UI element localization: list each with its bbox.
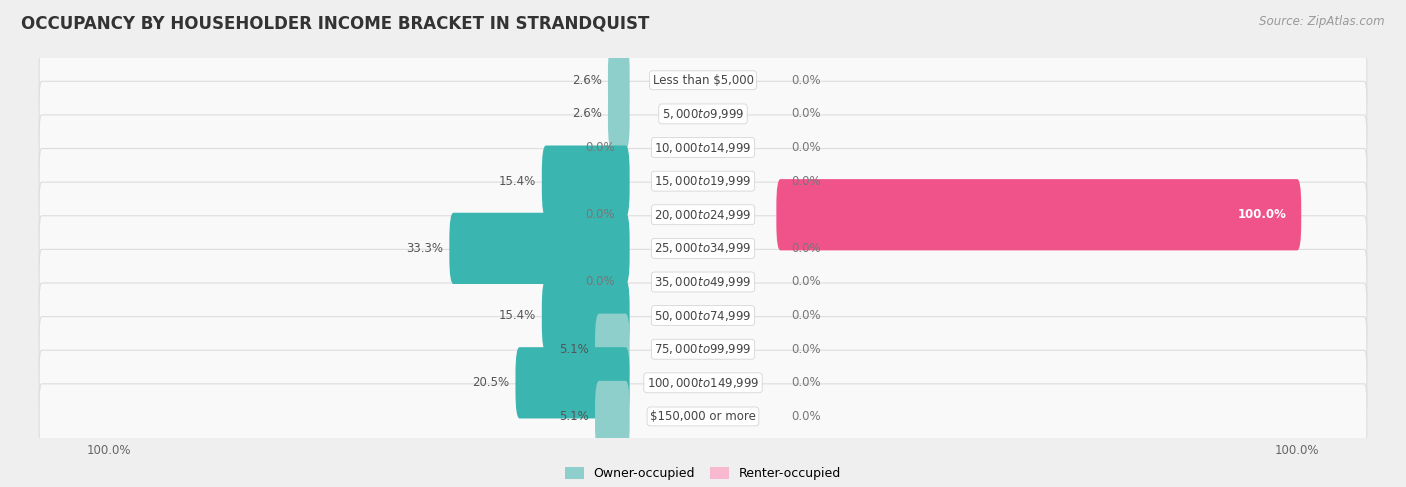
FancyBboxPatch shape — [607, 78, 630, 150]
Text: 0.0%: 0.0% — [585, 141, 616, 154]
Text: $35,000 to $49,999: $35,000 to $49,999 — [654, 275, 752, 289]
Text: Less than $5,000: Less than $5,000 — [652, 74, 754, 87]
FancyBboxPatch shape — [39, 216, 1367, 281]
FancyBboxPatch shape — [39, 115, 1367, 180]
FancyBboxPatch shape — [39, 317, 1367, 382]
Text: 5.1%: 5.1% — [560, 343, 589, 356]
Legend: Owner-occupied, Renter-occupied: Owner-occupied, Renter-occupied — [560, 462, 846, 485]
Text: 0.0%: 0.0% — [585, 276, 616, 288]
Text: $150,000 or more: $150,000 or more — [650, 410, 756, 423]
FancyBboxPatch shape — [450, 213, 630, 284]
FancyBboxPatch shape — [39, 249, 1367, 315]
Text: 0.0%: 0.0% — [790, 141, 821, 154]
FancyBboxPatch shape — [39, 283, 1367, 348]
FancyBboxPatch shape — [541, 280, 630, 351]
FancyBboxPatch shape — [595, 314, 630, 385]
FancyBboxPatch shape — [39, 182, 1367, 247]
Text: 0.0%: 0.0% — [790, 242, 821, 255]
Text: $100,000 to $149,999: $100,000 to $149,999 — [647, 376, 759, 390]
Text: $20,000 to $24,999: $20,000 to $24,999 — [654, 208, 752, 222]
Text: $10,000 to $14,999: $10,000 to $14,999 — [654, 141, 752, 154]
Text: 0.0%: 0.0% — [790, 376, 821, 389]
Text: $25,000 to $34,999: $25,000 to $34,999 — [654, 242, 752, 255]
FancyBboxPatch shape — [516, 347, 630, 418]
FancyBboxPatch shape — [607, 45, 630, 116]
Text: $50,000 to $74,999: $50,000 to $74,999 — [654, 309, 752, 322]
Text: 2.6%: 2.6% — [572, 108, 602, 120]
FancyBboxPatch shape — [39, 48, 1367, 113]
Text: 2.6%: 2.6% — [572, 74, 602, 87]
FancyBboxPatch shape — [39, 350, 1367, 415]
Text: 0.0%: 0.0% — [585, 208, 616, 221]
Text: $5,000 to $9,999: $5,000 to $9,999 — [662, 107, 744, 121]
Text: 0.0%: 0.0% — [790, 175, 821, 187]
Text: Source: ZipAtlas.com: Source: ZipAtlas.com — [1260, 15, 1385, 28]
Text: 0.0%: 0.0% — [790, 108, 821, 120]
Text: 0.0%: 0.0% — [790, 276, 821, 288]
Text: OCCUPANCY BY HOUSEHOLDER INCOME BRACKET IN STRANDQUIST: OCCUPANCY BY HOUSEHOLDER INCOME BRACKET … — [21, 15, 650, 33]
Text: 5.1%: 5.1% — [560, 410, 589, 423]
Text: 15.4%: 15.4% — [498, 175, 536, 187]
FancyBboxPatch shape — [595, 381, 630, 452]
Text: 0.0%: 0.0% — [790, 309, 821, 322]
Text: $75,000 to $99,999: $75,000 to $99,999 — [654, 342, 752, 356]
FancyBboxPatch shape — [776, 179, 1301, 250]
Text: 0.0%: 0.0% — [790, 74, 821, 87]
FancyBboxPatch shape — [39, 81, 1367, 147]
FancyBboxPatch shape — [541, 146, 630, 217]
Text: 15.4%: 15.4% — [498, 309, 536, 322]
Text: 0.0%: 0.0% — [790, 410, 821, 423]
FancyBboxPatch shape — [39, 149, 1367, 214]
FancyBboxPatch shape — [39, 384, 1367, 449]
Text: 100.0%: 100.0% — [1237, 208, 1286, 221]
Text: 33.3%: 33.3% — [406, 242, 443, 255]
Text: 0.0%: 0.0% — [790, 343, 821, 356]
Text: $15,000 to $19,999: $15,000 to $19,999 — [654, 174, 752, 188]
Text: 20.5%: 20.5% — [472, 376, 509, 389]
